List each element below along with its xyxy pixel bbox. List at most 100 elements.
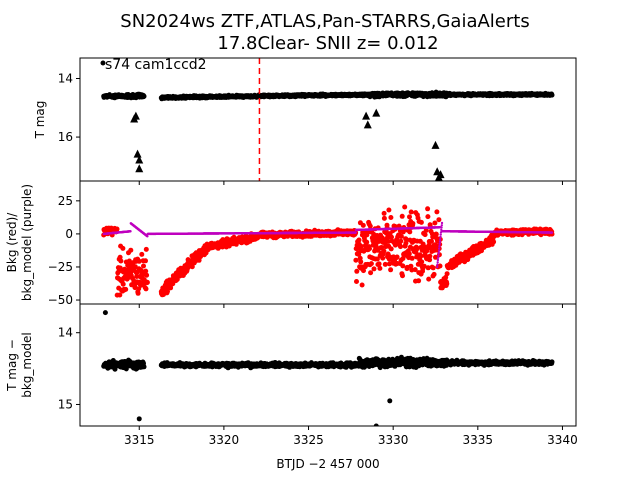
y-tick-label: 16	[58, 130, 73, 144]
bkg-point	[368, 270, 374, 276]
bkg-point	[444, 281, 450, 287]
bkg-point	[367, 223, 373, 229]
mag-point	[141, 364, 147, 370]
bkg-point	[400, 263, 406, 269]
bkg-point	[114, 226, 120, 232]
middle-axes-frame	[79, 180, 577, 305]
bkg-point	[376, 261, 382, 267]
bkg-point	[165, 288, 170, 294]
bkg-point	[382, 261, 388, 267]
mag-point	[141, 93, 147, 99]
bkg-point	[379, 245, 385, 250]
bkg-model-point	[437, 256, 440, 259]
bkg-point	[418, 254, 423, 260]
bkg-point	[444, 271, 450, 277]
y-tick-label: −25	[48, 260, 73, 274]
bkg-point	[380, 255, 386, 261]
bkg-point	[431, 271, 437, 277]
chart-title-line1: SN2024ws ZTF,ATLAS,Pan-STARRS,GaiaAlerts	[120, 11, 529, 32]
upper-limit-triangle	[362, 111, 371, 120]
annotation-marker	[100, 60, 106, 66]
bkg-point	[425, 206, 431, 212]
bkg-point	[407, 214, 412, 220]
bkg-point	[354, 279, 359, 284]
bkg-point	[136, 258, 142, 264]
bkg-model-point	[146, 235, 149, 238]
bkg-point	[408, 263, 414, 269]
top-plot-area	[101, 89, 555, 181]
bkg-model-point	[436, 265, 439, 269]
bkg-model-point	[440, 221, 444, 225]
y-tick-label: 14	[58, 72, 73, 86]
bkg-point	[432, 220, 438, 226]
bkg-point	[367, 246, 372, 252]
bkg-point	[406, 251, 412, 257]
bkg-point	[144, 279, 150, 285]
bkg-point	[143, 286, 149, 292]
bkg-point	[410, 221, 416, 226]
y-tick-label: −50	[48, 293, 73, 307]
top-axes-frame	[79, 57, 577, 182]
bkg-point	[359, 282, 365, 288]
bkg-point	[422, 232, 428, 238]
bkg-point	[398, 238, 404, 244]
bkg-point	[356, 251, 362, 257]
bkg-point	[433, 254, 438, 260]
chart-title-line2: 17.8Clear- SNII z= 0.012	[217, 33, 438, 54]
bkg-point	[418, 219, 424, 225]
bkg-point	[189, 264, 195, 270]
bkg-point	[388, 267, 394, 273]
bkg-point	[120, 245, 126, 251]
upper-limit-triangle	[131, 111, 140, 120]
bkg-point	[407, 229, 413, 235]
bkg-point	[371, 266, 377, 272]
bkg-model-point	[438, 242, 441, 245]
y-tick-label: 25	[58, 194, 73, 208]
bkg-point	[136, 286, 142, 292]
bkg-model-point	[437, 251, 440, 255]
bkg-point	[123, 286, 129, 292]
bkg-model-point	[129, 230, 132, 233]
bkg-model-point	[438, 240, 442, 243]
bkg-point	[491, 239, 497, 245]
bkg-point	[374, 256, 380, 262]
bkg-point	[387, 261, 392, 267]
bkg-point	[408, 209, 414, 215]
bkg-model-point	[436, 258, 440, 262]
bkg-point	[416, 278, 422, 284]
upper-limit-triangle	[436, 170, 445, 179]
bkg-point	[143, 268, 149, 274]
bkg-point	[389, 234, 394, 240]
bkg-point	[358, 243, 364, 249]
bkg-point	[434, 209, 440, 215]
upper-limit-triangle	[372, 108, 381, 117]
bkg-point	[427, 253, 433, 259]
bkg-point	[421, 263, 427, 269]
upper-limit-triangle	[135, 155, 144, 164]
bkg-point	[360, 222, 366, 228]
bkg-point	[364, 239, 370, 245]
bkg-point	[394, 254, 400, 260]
bkg-model-point	[437, 249, 441, 252]
bkg-point	[361, 268, 366, 274]
y-tick-label: 0	[65, 227, 73, 241]
bkg-point	[400, 273, 405, 279]
bkg-point	[358, 259, 364, 265]
middle-plot-area	[101, 204, 555, 298]
y-axis-label: T mag	[33, 101, 47, 140]
bkg-point	[429, 238, 434, 244]
bkg-point	[144, 272, 150, 278]
bkg-point	[126, 258, 132, 264]
bkg-model-point	[437, 254, 440, 257]
bkg-point	[426, 276, 432, 282]
bkg-point	[419, 259, 425, 265]
bkg-model-point	[550, 231, 554, 234]
bkg-point	[423, 227, 429, 233]
upper-limit-triangle	[363, 120, 372, 129]
bkg-point	[400, 256, 406, 261]
bkg-point	[381, 248, 387, 254]
upper-limit-triangle	[431, 140, 440, 149]
bkg-model-point	[354, 231, 357, 234]
bkg-point	[132, 264, 138, 270]
